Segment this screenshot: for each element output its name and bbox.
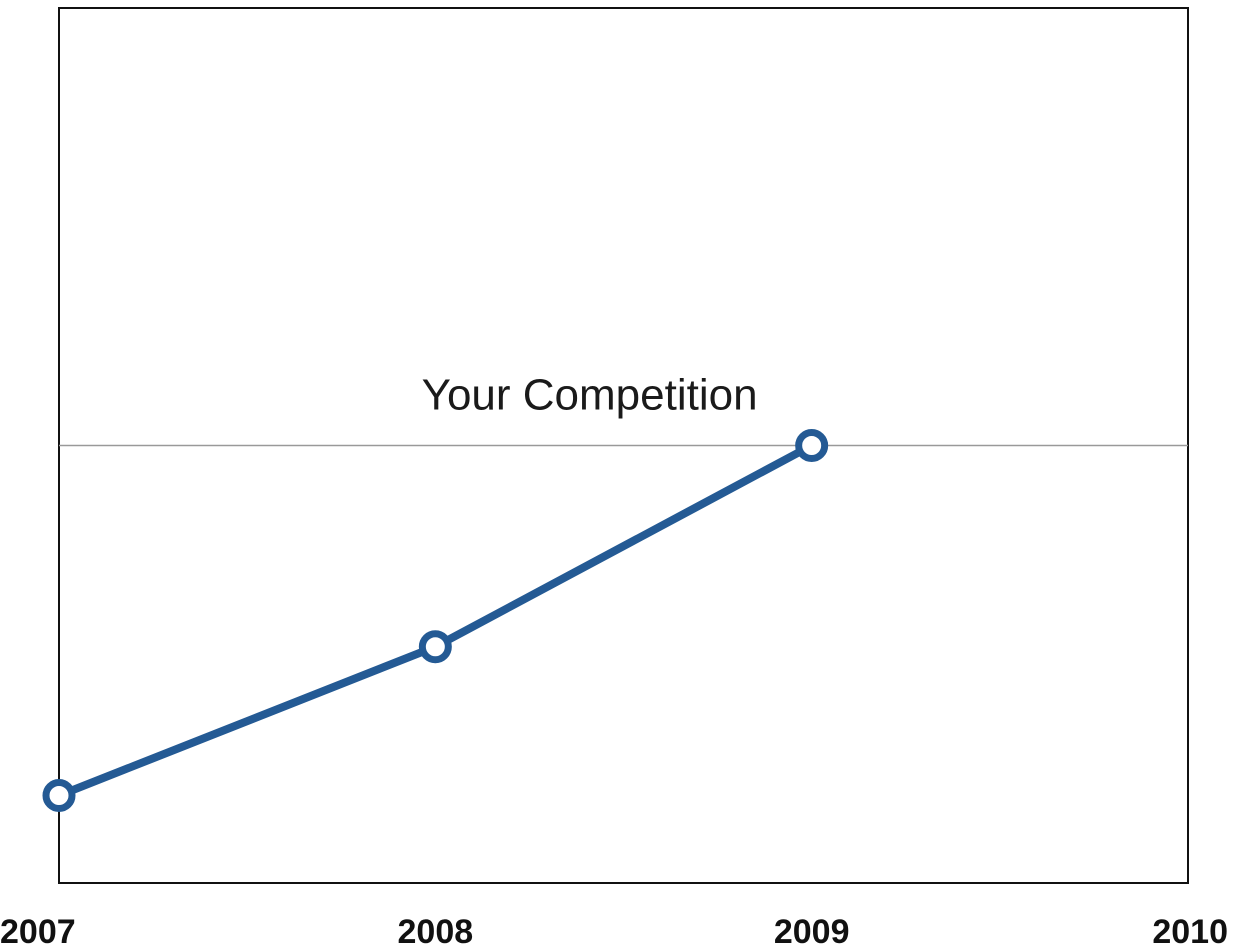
x-tick-label-2008: 2008 (398, 913, 474, 949)
series-line (57, 441, 814, 800)
data-point-2007 (42, 779, 76, 812)
x-axis-ticks: 2007 2008 2009 2010 (0, 913, 1228, 949)
data-point-2008 (418, 630, 452, 664)
data-point-2009 (795, 429, 829, 462)
x-tick-label-2007: 2007 (0, 913, 76, 949)
series-layer (42, 429, 829, 812)
reference-line-label: Your Competition (422, 371, 758, 420)
x-tick-label-2009: 2009 (774, 913, 850, 949)
x-tick-label-2010: 2010 (1152, 913, 1228, 949)
